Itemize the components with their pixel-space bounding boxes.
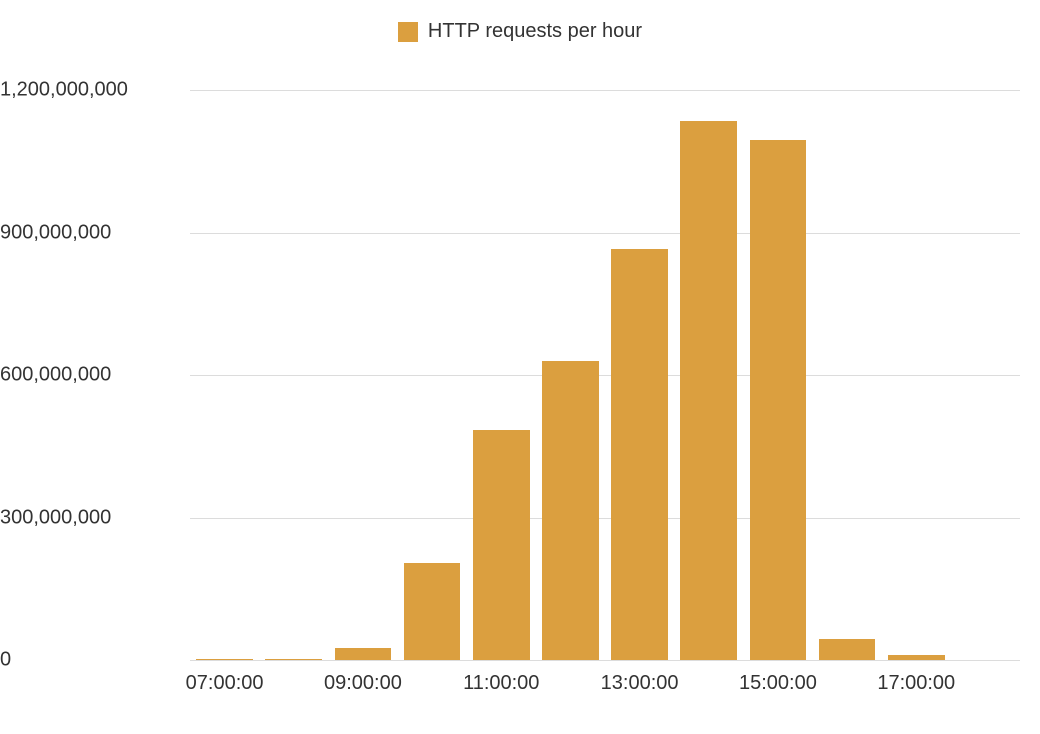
bar bbox=[819, 639, 876, 660]
chart-container: HTTP requests per hour 0300,000,000600,0… bbox=[0, 0, 1040, 734]
x-tick-label: 07:00:00 bbox=[186, 672, 264, 695]
bar bbox=[404, 563, 461, 660]
bar bbox=[542, 361, 599, 660]
bar bbox=[750, 140, 807, 660]
bar bbox=[473, 430, 530, 660]
x-tick-label: 13:00:00 bbox=[601, 672, 679, 695]
bars-group bbox=[190, 90, 1020, 660]
legend-label: HTTP requests per hour bbox=[428, 20, 642, 43]
x-tick-label: 09:00:00 bbox=[324, 672, 402, 695]
x-tick-label: 17:00:00 bbox=[877, 672, 955, 695]
bar bbox=[196, 659, 253, 660]
legend: HTTP requests per hour bbox=[0, 20, 1040, 47]
bar bbox=[611, 249, 668, 660]
bar bbox=[680, 121, 737, 660]
legend-item: HTTP requests per hour bbox=[398, 20, 642, 43]
plot-area bbox=[190, 90, 1020, 660]
bar bbox=[265, 659, 322, 660]
bar bbox=[335, 648, 392, 660]
bar bbox=[888, 655, 945, 660]
legend-swatch bbox=[398, 22, 418, 42]
gridline bbox=[190, 660, 1020, 661]
x-tick-label: 15:00:00 bbox=[739, 672, 817, 695]
x-tick-label: 11:00:00 bbox=[463, 672, 539, 695]
